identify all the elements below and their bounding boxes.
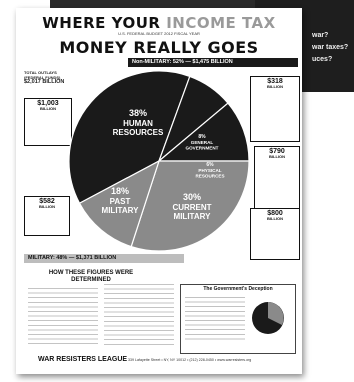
box-right-top-unit: BILLION <box>267 84 283 89</box>
box-right-top: $318 BILLION <box>250 76 300 142</box>
pie-pct-label: 6% <box>206 162 214 168</box>
side-question-1: war? <box>312 32 329 39</box>
side-question-2: war taxes? <box>312 44 349 51</box>
poster-title-line1: WHERE YOUR INCOME TAX <box>16 14 302 32</box>
total-sub: (FEDERAL FUNDS) <box>24 75 61 80</box>
title-highlight: INCOME TAX <box>166 14 276 32</box>
poster-footer: WAR RESISTERS LEAGUE 339 Lafayette Stree… <box>16 354 302 368</box>
pie-category-label: RESOURCES <box>195 174 224 179</box>
box-left-top: $1,003 BILLION <box>24 98 72 146</box>
box-right-top-amount: $318 <box>267 78 283 85</box>
inset-title: The Government's Deception <box>203 286 273 292</box>
total-label: TOTAL OUTLAYS <box>24 70 57 75</box>
pie-category-label: RESOURCES <box>113 128 164 137</box>
pie-pct-label: 30% <box>183 192 201 202</box>
org-address: 339 Lafayette Street • NY, NY 10012 • (2… <box>128 358 252 362</box>
pie-category-label: GENERAL <box>191 140 214 145</box>
box-left-bottom-unit: BILLION <box>39 204 55 209</box>
pie-category-label: GOVERNMENT <box>186 146 219 151</box>
military-bar: MILITARY: 48% — $1,371 BILLION <box>24 254 184 263</box>
pie-slice-past-military <box>78 159 161 248</box>
side-question-3: uces? <box>312 56 333 63</box>
pie-slice-human-resources <box>68 70 191 205</box>
article-column-2 <box>104 284 174 348</box>
pie-category-label: CURRENT <box>172 203 211 212</box>
box-right-mid-amount: $790 <box>269 148 285 155</box>
inset-government-deception: The Government's Deception <box>180 284 296 354</box>
article-column-1 <box>28 288 98 348</box>
box-right-bottom: $800 BILLION <box>250 208 300 260</box>
article-heading: HOW THESE FIGURES WERE DETERMINED <box>48 270 134 283</box>
pie-category-label: PAST <box>110 197 131 206</box>
pie-pct-label: 8% <box>198 134 206 140</box>
text-lines <box>28 288 98 346</box>
pie-pct-label: 38% <box>129 108 147 118</box>
total-amount: $2,017 BILLION <box>24 79 65 85</box>
box-left-top-amount: $1,003 <box>37 100 59 107</box>
poster-subhead: U.S. FEDERAL BUDGET 2012 FISCAL YEAR <box>118 31 200 36</box>
box-left-top-unit: BILLION <box>40 106 56 111</box>
org-name: WAR RESISTERS LEAGUE <box>38 356 128 363</box>
pie-category-label: MILITARY <box>174 212 212 221</box>
poster-title-line2: MONEY REALLY GOES <box>59 38 259 57</box>
box-right-bottom-amount: $800 <box>267 210 283 217</box>
text-lines <box>104 284 174 346</box>
pie-category-label: PHYSICAL <box>198 168 221 173</box>
box-left-bottom: $582 BILLION <box>24 196 70 236</box>
pie-category-label: HUMAN <box>123 119 153 128</box>
pie-pct-label: 18% <box>111 186 129 196</box>
inset-pie-chart <box>252 302 284 334</box>
pie-category-label: MILITARY <box>102 206 140 215</box>
box-right-mid-unit: BILLION <box>269 154 285 159</box>
title-prefix: WHERE YOUR <box>42 14 161 32</box>
non-military-bar: Non-MILITARY: 52% — $1,475 BILLION <box>128 58 298 67</box>
box-right-bottom-unit: BILLION <box>267 216 283 221</box>
total-outlays: TOTAL OUTLAYS (FEDERAL FUNDS) $2,017 BIL… <box>24 70 84 85</box>
inset-text-lines <box>185 297 245 341</box>
box-left-bottom-amount: $582 <box>39 198 55 205</box>
poster: WHERE YOUR INCOME TAX U.S. FEDERAL BUDGE… <box>16 8 302 374</box>
pie-slice-current-military <box>130 160 250 252</box>
box-right-mid: $790 BILLION <box>254 146 300 210</box>
